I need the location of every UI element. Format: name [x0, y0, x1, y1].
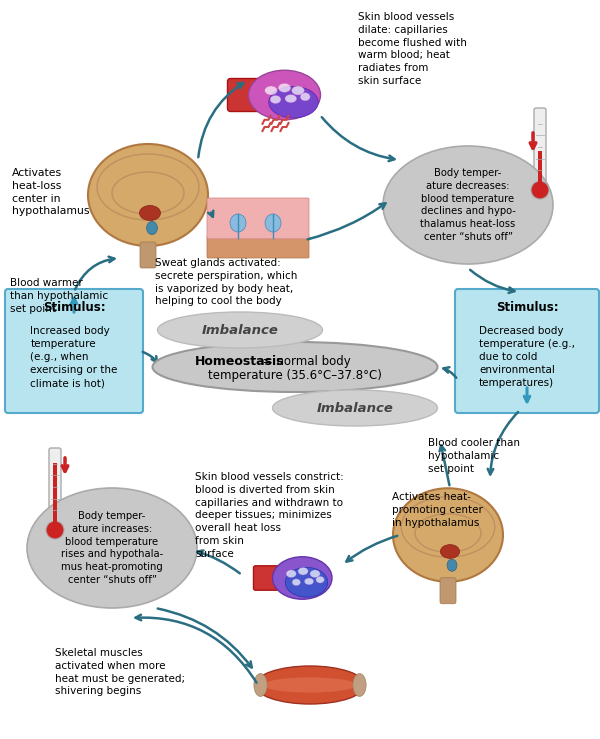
Ellipse shape: [263, 678, 357, 692]
Text: Activates heat-
promoting center
in hypothalamus: Activates heat- promoting center in hypo…: [392, 492, 483, 528]
FancyBboxPatch shape: [455, 289, 599, 413]
Ellipse shape: [157, 312, 323, 348]
Text: Skin blood vessels
dilate: capillaries
become flushed with
warm blood; heat
radi: Skin blood vessels dilate: capillaries b…: [358, 12, 467, 86]
Text: Stimulus:: Stimulus:: [496, 301, 559, 313]
Circle shape: [46, 521, 64, 539]
Text: Homeostasis: Homeostasis: [195, 355, 284, 367]
Text: Stimulus:: Stimulus:: [43, 301, 106, 313]
Ellipse shape: [88, 144, 208, 246]
Ellipse shape: [27, 488, 197, 608]
Text: Activates
heat-loss
center in
hypothalamus: Activates heat-loss center in hypothalam…: [12, 168, 89, 217]
Text: = normal body: = normal body: [259, 355, 351, 367]
Ellipse shape: [270, 95, 281, 103]
Text: Increased body
temperature
(e.g., when
exercising or the
climate is hot): Increased body temperature (e.g., when e…: [31, 326, 118, 389]
Ellipse shape: [265, 86, 277, 95]
Bar: [538, 151, 542, 182]
Ellipse shape: [272, 390, 437, 426]
Ellipse shape: [292, 579, 301, 585]
Ellipse shape: [286, 570, 296, 578]
FancyBboxPatch shape: [5, 289, 143, 413]
Ellipse shape: [272, 556, 332, 599]
Ellipse shape: [139, 205, 161, 220]
Ellipse shape: [300, 93, 310, 101]
Circle shape: [531, 181, 549, 199]
Ellipse shape: [254, 674, 267, 696]
FancyBboxPatch shape: [207, 198, 309, 239]
Text: temperature (35.6°C–37.8°C): temperature (35.6°C–37.8°C): [208, 369, 382, 381]
Ellipse shape: [255, 666, 365, 704]
Text: Decreased body
temperature (e.g.,
due to cold
environmental
temperatures): Decreased body temperature (e.g., due to…: [479, 326, 575, 389]
FancyBboxPatch shape: [534, 108, 546, 188]
Ellipse shape: [353, 674, 366, 696]
FancyBboxPatch shape: [227, 78, 260, 112]
FancyBboxPatch shape: [207, 236, 309, 258]
FancyBboxPatch shape: [49, 448, 61, 528]
Ellipse shape: [278, 84, 291, 92]
Bar: [53, 463, 57, 522]
Ellipse shape: [248, 70, 320, 120]
Text: Body temper-
ature decreases:
blood temperature
declines and hypo-
thalamus heat: Body temper- ature decreases: blood temp…: [421, 168, 515, 242]
Ellipse shape: [152, 342, 437, 392]
Ellipse shape: [265, 214, 281, 232]
FancyBboxPatch shape: [440, 578, 456, 604]
Ellipse shape: [292, 86, 304, 95]
Ellipse shape: [440, 545, 460, 559]
Ellipse shape: [285, 568, 328, 597]
Text: Skin blood vessels constrict:
blood is diverted from skin
capillaries and withdr: Skin blood vessels constrict: blood is d…: [195, 472, 344, 559]
Ellipse shape: [304, 578, 314, 585]
Text: Blood warmer
than hypothalamic
set point: Blood warmer than hypothalamic set point: [10, 278, 108, 313]
FancyBboxPatch shape: [140, 242, 156, 268]
FancyBboxPatch shape: [254, 566, 279, 590]
Ellipse shape: [310, 570, 320, 578]
Ellipse shape: [383, 146, 553, 264]
Ellipse shape: [447, 559, 457, 571]
Ellipse shape: [316, 576, 325, 583]
Text: Skeletal muscles
activated when more
heat must be generated;
shivering begins: Skeletal muscles activated when more hea…: [55, 648, 185, 696]
Text: Body temper-
ature increases:
blood temperature
rises and hypothala-
mus heat-pr: Body temper- ature increases: blood temp…: [61, 511, 163, 585]
Ellipse shape: [393, 488, 503, 582]
Text: Imbalance: Imbalance: [202, 324, 278, 336]
Ellipse shape: [285, 95, 296, 103]
Ellipse shape: [298, 568, 308, 575]
Ellipse shape: [146, 222, 157, 234]
Text: Sweat glands activated:
secrete perspiration, which
is vaporized by body heat,
h: Sweat glands activated: secrete perspira…: [155, 258, 298, 307]
Ellipse shape: [269, 86, 318, 118]
Ellipse shape: [230, 214, 246, 232]
Text: Imbalance: Imbalance: [317, 401, 394, 415]
Text: Blood cooler than
hypothalamic
set point: Blood cooler than hypothalamic set point: [428, 438, 520, 474]
